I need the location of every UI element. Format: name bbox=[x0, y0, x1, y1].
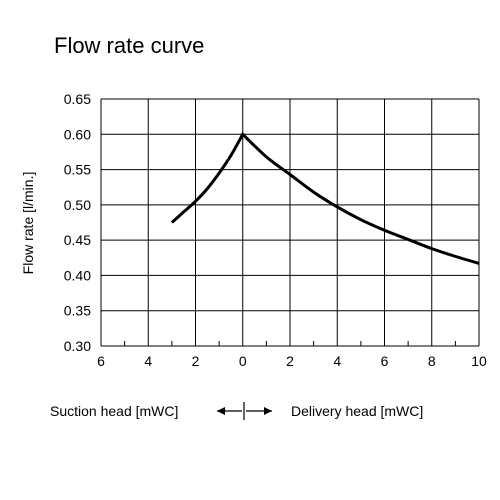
y-tick-label: 0.30 bbox=[64, 338, 91, 354]
direction-arrows bbox=[217, 402, 272, 420]
y-tick-label: 0.60 bbox=[64, 126, 91, 142]
x-tick-label: 6 bbox=[381, 353, 389, 369]
y-tick-label: 0.45 bbox=[64, 232, 91, 248]
x-axis-label-suction: Suction head [mWC] bbox=[50, 403, 178, 419]
y-tick-label: 0.50 bbox=[64, 197, 91, 213]
x-tick-label: 4 bbox=[333, 353, 341, 369]
series-layer bbox=[170, 131, 480, 265]
series-line bbox=[170, 131, 480, 265]
grid bbox=[100, 98, 480, 347]
y-tick-label: 0.65 bbox=[64, 91, 91, 107]
x-tick-label: 2 bbox=[192, 353, 200, 369]
y-tick-label: 0.35 bbox=[64, 303, 91, 319]
x-axis-label-delivery: Delivery head [mWC] bbox=[291, 403, 423, 419]
x-tick-label: 10 bbox=[471, 353, 487, 369]
y-axis-ticks: 0.30 0.35 0.40 0.45 0.50 0.55 0.60 0.65 bbox=[64, 91, 91, 354]
y-axis-label: Flow rate [l/min.] bbox=[20, 172, 36, 275]
x-axis-ticks: 6 4 2 0 2 4 6 8 10 bbox=[97, 353, 487, 369]
x-tick-label: 8 bbox=[428, 353, 436, 369]
x-tick-label: 0 bbox=[239, 353, 247, 369]
x-tick-label: 2 bbox=[286, 353, 294, 369]
chart-title: Flow rate curve bbox=[54, 33, 205, 58]
y-tick-label: 0.55 bbox=[64, 162, 91, 178]
x-tick-label: 4 bbox=[144, 353, 152, 369]
y-tick-label: 0.40 bbox=[64, 267, 91, 283]
x-tick-label: 6 bbox=[97, 353, 105, 369]
